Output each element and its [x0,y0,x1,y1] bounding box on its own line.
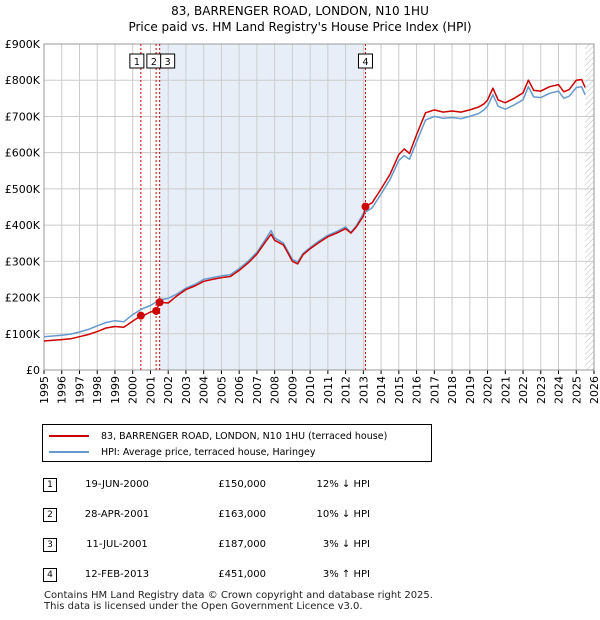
sale-number-badge: 2 [43,508,57,522]
x-tick-label: 1998 [91,376,104,404]
transaction-label: 3 [165,57,171,68]
sale-hpi-comparison: 3% ↓ HPI [322,539,370,550]
footer-copyright: Contains HM Land Registry data © Crown c… [44,590,433,601]
legend-label-property: 83, BARRENGER ROAD, LONDON, N10 1HU (ter… [101,430,388,442]
x-tick-label: 2015 [393,376,406,404]
chart-title: 83, BARRENGER ROAD, LONDON, N10 1HU [171,4,429,18]
sale-hpi-comparison: 12% ↓ HPI [316,479,370,490]
transaction-label-box [160,53,176,69]
sale-number-badge: 3 [43,538,57,552]
x-tick-label: 2013 [357,376,370,404]
transaction-marker [136,311,145,320]
x-tick-label: 2017 [428,376,441,404]
x-tick-label: 2004 [198,376,211,404]
y-tick-label: £700K [5,110,41,123]
y-tick-label: £600K [5,147,41,160]
x-tick-label: 2003 [180,376,193,404]
hpi-line [43,85,586,338]
x-tick-label: 1995 [38,376,51,404]
sale-hpi-comparison: 10% ↓ HPI [316,509,370,520]
sale-row: 2 28-APR-2001 £163,000 10% ↓ HPI [0,506,600,526]
sale-row: 3 11-JUL-2001 £187,000 3% ↓ HPI [0,536,600,556]
sale-number-badge: 4 [43,568,57,582]
y-tick-label: £300K [5,255,41,268]
x-tick-label: 2018 [446,376,459,404]
x-tick-label: 2000 [127,376,140,404]
transaction-label: 4 [362,57,368,68]
transaction-marker [361,202,370,211]
x-tick-label: 2010 [304,376,317,404]
legend-swatch-property [49,435,89,437]
x-tick-label: 2012 [340,376,353,404]
sale-price: £163,000 [218,509,266,520]
x-tick-label: 2002 [162,376,175,404]
forecast-hatched-region [585,44,594,370]
legend-item-hpi: HPI: Average price, terraced house, Hari… [49,445,315,459]
sale-date: 28-APR-2001 [84,509,150,520]
sale-row: 1 19-JUN-2000 £150,000 12% ↓ HPI [0,476,600,496]
x-tick-label: 2020 [482,376,495,404]
plot-border [43,43,595,371]
x-tick-label: 1999 [109,376,122,404]
x-tick-label: 2019 [464,376,477,404]
transaction-marker [155,298,164,307]
x-tick-label: 2024 [553,376,566,404]
transaction-label-box [357,53,373,69]
x-tick-label: 2026 [588,376,600,404]
y-tick-label: £500K [5,183,41,196]
sale-price: £187,000 [218,539,266,550]
transaction-label-box [129,53,145,69]
sale-price: £451,000 [218,569,266,580]
sale-number-badge: 1 [43,478,57,492]
transaction-label: 1 [134,57,140,68]
x-tick-label: 2009 [286,376,299,404]
x-tick-label: 2006 [233,376,246,404]
chart-legend: 83, BARRENGER ROAD, LONDON, N10 1HU (ter… [42,424,432,462]
y-tick-label: £100K [5,328,41,341]
legend-label-hpi: HPI: Average price, terraced house, Hari… [101,446,316,458]
x-tick-label: 2022 [517,376,530,404]
x-tick-label: 1997 [73,376,86,404]
y-tick-label: £900K [5,38,41,51]
x-tick-label: 2008 [269,376,282,404]
sale-hpi-comparison: 3% ↑ HPI [322,569,370,580]
sale-date: 11-JUL-2001 [86,539,148,550]
footer-licence: This data is licensed under the Open Gov… [44,601,363,612]
x-tick-label: 1996 [56,376,69,404]
x-tick-label: 2001 [144,376,157,404]
x-tick-label: 2025 [570,376,583,404]
x-tick-label: 2016 [411,376,424,404]
x-tick-label: 2014 [375,376,388,404]
x-tick-label: 2021 [499,376,512,404]
legend-swatch-hpi [49,451,89,453]
sale-date: 19-JUN-2000 [85,479,149,490]
sale-row: 4 12-FEB-2013 £451,000 3% ↑ HPI [0,566,600,586]
x-tick-label: 2005 [215,376,228,404]
y-tick-label: £0 [26,364,40,377]
x-tick-label: 2007 [251,376,264,404]
ownership-shaded-region [159,44,366,370]
y-tick-label: £800K [5,74,41,87]
sale-price: £150,000 [218,479,266,490]
price-chart: £0 £100K £200K £300K £400K £500K £600K £700K £80… [5,38,600,404]
x-tick-label: 2023 [535,376,548,404]
x-tick-label: 2011 [322,376,335,404]
transaction-label: 2 [151,57,157,68]
chart-subtitle: Price paid vs. HM Land Registry's House … [128,20,472,34]
y-tick-label: £200K [5,292,41,305]
transaction-marker [152,306,161,315]
y-tick-label: £400K [5,219,41,232]
legend-item-property: 83, BARRENGER ROAD, LONDON, N10 1HU (ter… [49,429,387,443]
sale-date: 12-FEB-2013 [84,569,150,580]
